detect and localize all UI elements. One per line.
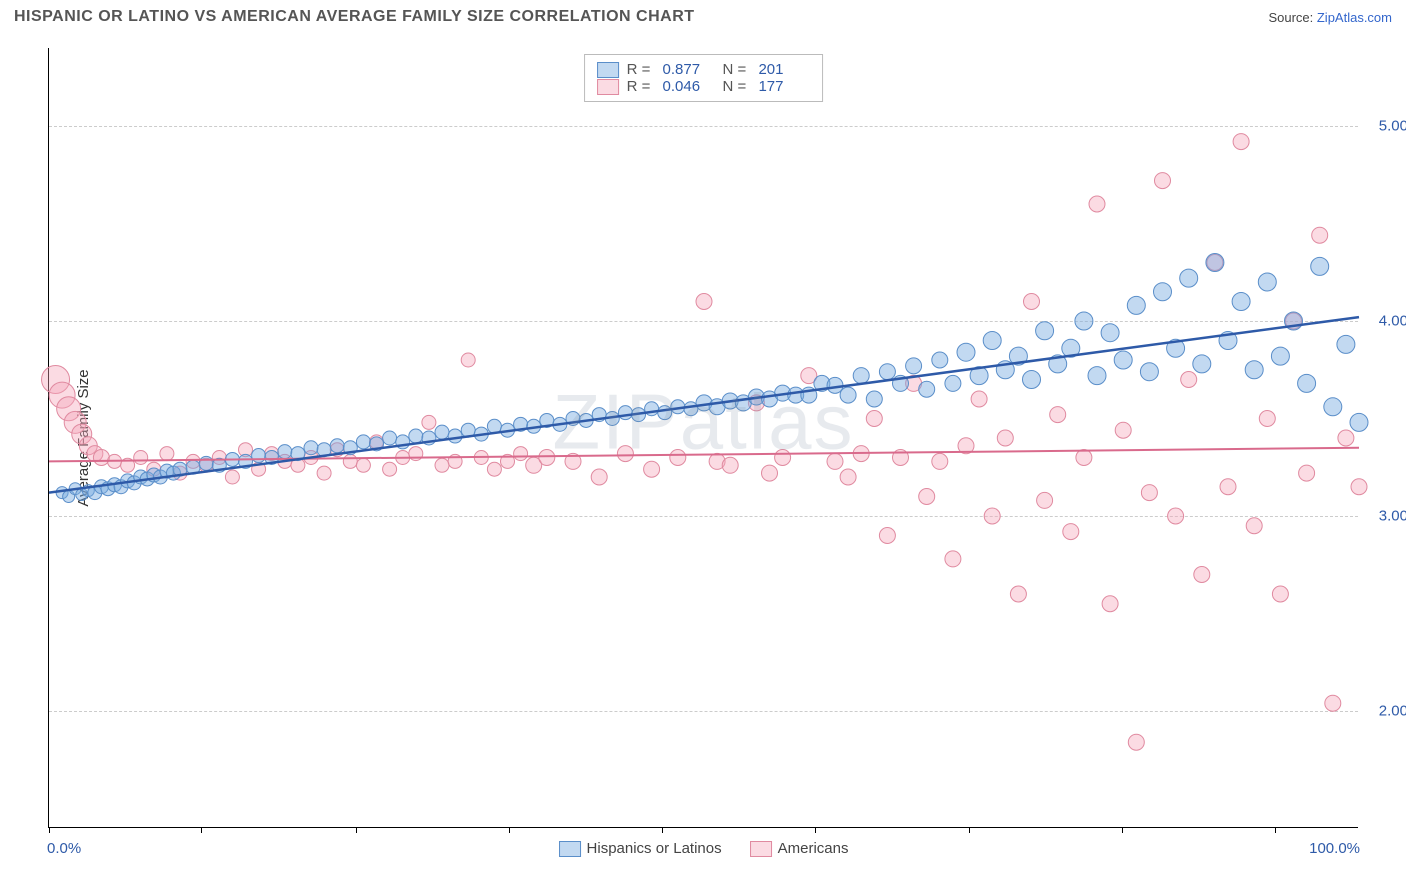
source-attribution: Source: ZipAtlas.com (1268, 10, 1392, 25)
y-tick-label: 4.00 (1379, 313, 1406, 330)
source-link[interactable]: ZipAtlas.com (1317, 10, 1392, 25)
chart-plot-area: Average Family Size 2.003.004.005.00 ZIP… (48, 48, 1358, 828)
r-label: R = (627, 61, 655, 78)
r-value-2: 0.046 (663, 78, 715, 95)
n-value-2: 177 (758, 78, 810, 95)
stats-row-1: R = 0.877 N = 201 (597, 61, 811, 78)
n-label-2: N = (723, 78, 751, 95)
y-tick-label: 2.00 (1379, 703, 1406, 720)
stats-row-2: R = 0.046 N = 177 (597, 78, 811, 95)
y-tick-label: 5.00 (1379, 118, 1406, 135)
swatch-hispanics (597, 62, 619, 78)
legend-swatch-hispanics (559, 841, 581, 857)
x-axis-min-label: 0.0% (47, 840, 81, 857)
r-value-1: 0.877 (663, 61, 715, 78)
legend-label-americans: Americans (778, 840, 849, 857)
n-value-1: 201 (758, 61, 810, 78)
y-tick-label: 3.00 (1379, 508, 1406, 525)
scatter-svg (49, 48, 1358, 827)
n-label: N = (723, 61, 751, 78)
series-legend: Hispanics or Latinos Americans (559, 840, 849, 857)
chart-title: HISPANIC OR LATINO VS AMERICAN AVERAGE F… (14, 8, 695, 26)
legend-label-hispanics: Hispanics or Latinos (587, 840, 722, 857)
stats-legend: R = 0.877 N = 201 R = 0.046 N = 177 (584, 54, 824, 102)
legend-item-americans: Americans (750, 840, 849, 857)
r-label-2: R = (627, 78, 655, 95)
header: HISPANIC OR LATINO VS AMERICAN AVERAGE F… (0, 0, 1406, 30)
legend-item-hispanics: Hispanics or Latinos (559, 840, 722, 857)
swatch-americans (597, 79, 619, 95)
legend-swatch-americans (750, 841, 772, 857)
source-prefix: Source: (1268, 10, 1316, 25)
x-axis-max-label: 100.0% (1309, 840, 1360, 857)
